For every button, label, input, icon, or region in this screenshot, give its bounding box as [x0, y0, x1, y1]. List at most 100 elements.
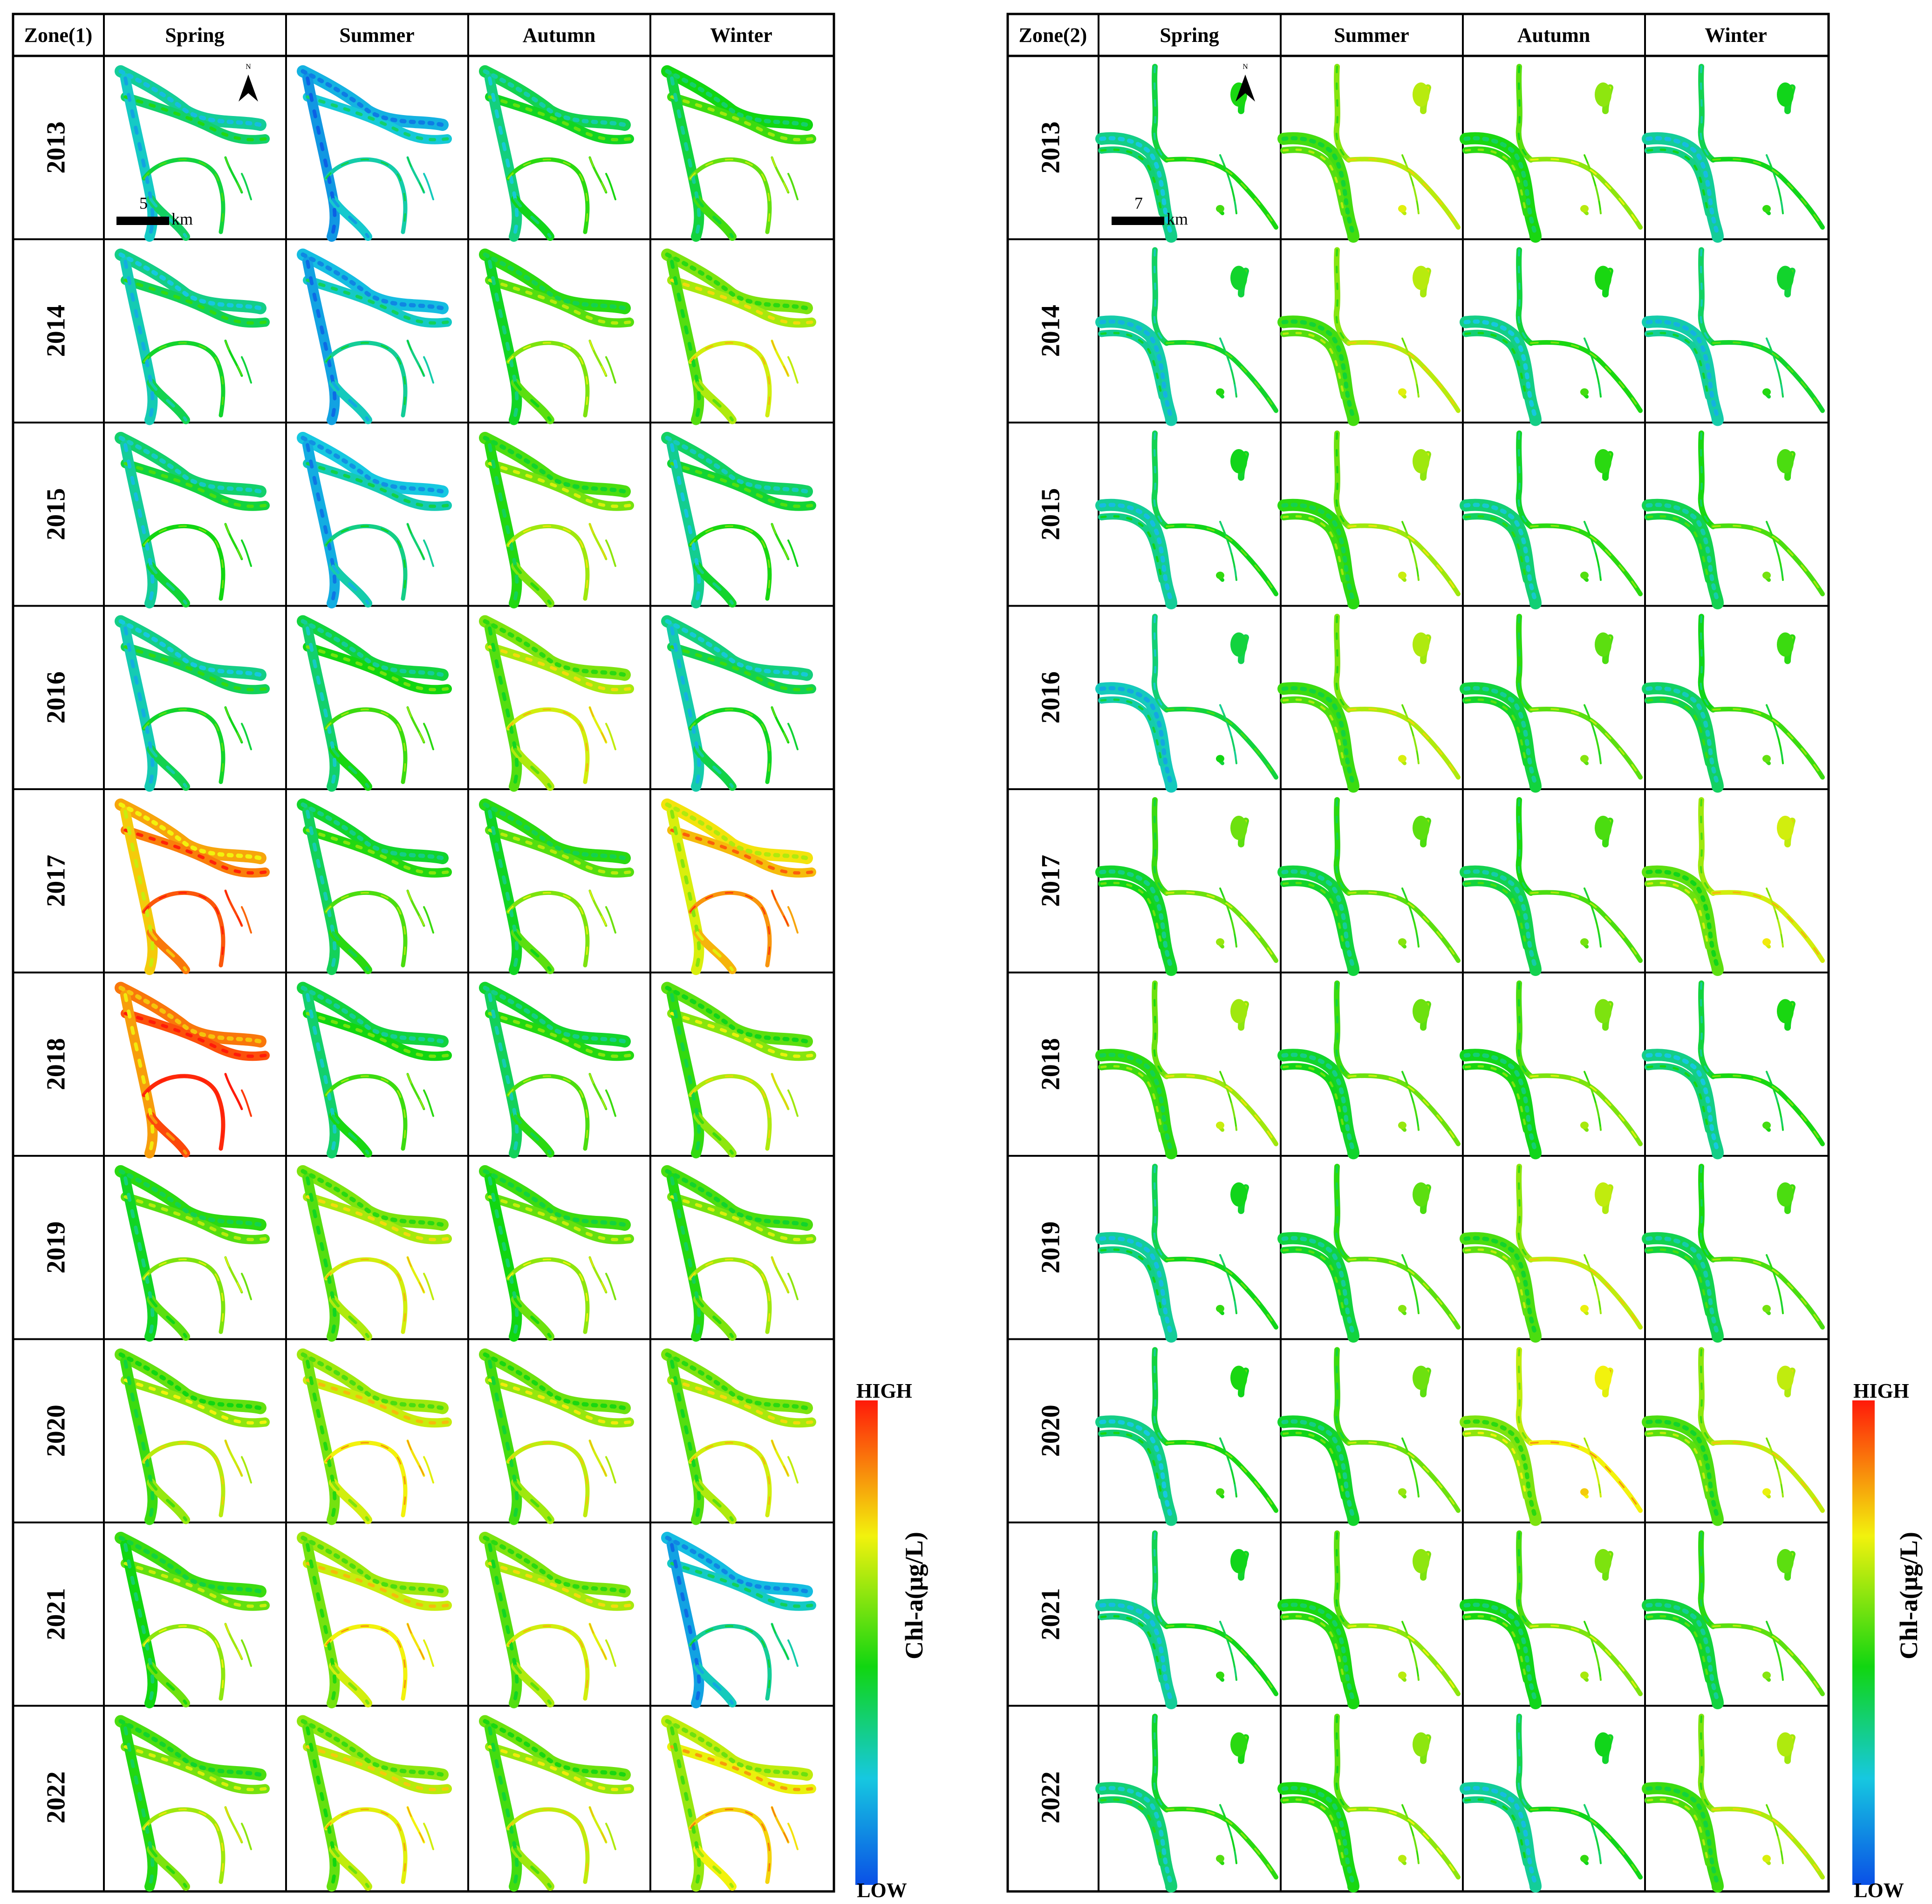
river-texture — [1517, 615, 1532, 711]
zone-1-panel: Zone(1) Spring Summer Autumn Winter 2013… — [12, 13, 835, 1893]
river-texture — [1766, 1438, 1783, 1497]
lake-patch — [1398, 388, 1406, 396]
map-tile-2016-summer — [297, 615, 452, 792]
river-texture — [118, 252, 263, 311]
map-tile-2015-autumn — [479, 432, 634, 608]
lake-patch — [1216, 205, 1224, 212]
river-texture — [1402, 888, 1419, 947]
map-tile-2020-summer — [297, 1348, 452, 1525]
map-tile-2014-autumn — [1460, 247, 1643, 426]
map-tile-2016-winter — [661, 615, 816, 792]
lake-patch — [1413, 816, 1429, 840]
river-texture — [1153, 798, 1168, 894]
river-channel — [605, 1456, 616, 1484]
lake-patch — [1216, 388, 1224, 396]
river-texture — [1153, 432, 1168, 528]
river-channel — [121, 92, 270, 144]
river-texture — [488, 443, 519, 605]
river-texture — [1712, 1808, 1823, 1878]
lake-patch — [1762, 1305, 1771, 1312]
lake-patch — [1777, 82, 1794, 107]
river-texture — [1282, 1798, 1345, 1864]
map-tile-2018-spring — [1095, 980, 1278, 1160]
river-channel — [787, 356, 799, 384]
river-channel — [667, 92, 816, 144]
river-channel — [667, 1192, 816, 1244]
river-texture — [149, 1848, 188, 1888]
river-texture — [306, 810, 337, 972]
river-texture — [589, 1807, 607, 1843]
river-texture — [1099, 136, 1174, 239]
lake-patch — [1216, 1305, 1224, 1312]
river-texture — [1282, 332, 1345, 398]
river-texture — [513, 1297, 552, 1338]
river-texture — [1517, 65, 1532, 161]
map-tile-2013-winter — [661, 65, 816, 242]
river-texture — [1348, 708, 1459, 778]
lake-patch — [1595, 1365, 1611, 1390]
map-tile-2019-winter — [661, 1165, 816, 1342]
river-texture — [665, 1352, 809, 1411]
river-channel — [303, 459, 452, 511]
river-texture — [123, 259, 155, 422]
river-texture — [1766, 888, 1783, 947]
river-channel — [423, 723, 434, 751]
map-tile-2019-autumn — [479, 1165, 634, 1342]
map-tile-2014-summer — [1277, 247, 1461, 426]
river-texture — [1402, 338, 1419, 397]
lake-patch — [1216, 1672, 1224, 1679]
river-texture — [306, 1543, 337, 1705]
map-tile-2014-spring — [115, 248, 270, 425]
map-tile-2017-autumn — [1460, 797, 1643, 976]
river-texture — [1517, 798, 1532, 894]
river-texture — [149, 564, 188, 605]
river-channel — [667, 1559, 816, 1611]
map-tile-2018-winter — [1642, 980, 1825, 1160]
river-texture — [300, 69, 445, 127]
river-texture — [306, 1726, 337, 1889]
river-texture — [1099, 1786, 1174, 1889]
river-texture — [225, 707, 242, 743]
river-texture — [123, 1726, 155, 1889]
legend-2-high-label: HIGH — [1853, 1379, 1909, 1402]
river-texture — [149, 1114, 188, 1155]
river-texture — [1335, 1349, 1350, 1444]
lake-patch — [1230, 999, 1247, 1024]
river-channel — [241, 1273, 252, 1300]
zone-1-north-arrow: N — [239, 63, 258, 102]
river-texture — [149, 1297, 188, 1338]
zone-2-header-autumn: Autumn — [1517, 24, 1591, 47]
river-texture — [1645, 1786, 1720, 1889]
river-texture — [1153, 1532, 1168, 1628]
river-texture — [143, 1625, 224, 1699]
river-channel — [241, 1639, 252, 1667]
lake-patch — [1398, 572, 1406, 579]
river-texture — [488, 1176, 519, 1338]
river-channel — [241, 1089, 252, 1117]
river-texture — [771, 1624, 789, 1659]
river-texture — [149, 931, 188, 972]
river-texture — [306, 259, 337, 422]
river-texture — [118, 1352, 263, 1411]
river-channel — [121, 459, 270, 511]
map-tile-2017-winter — [1642, 797, 1825, 976]
river-texture — [665, 802, 809, 860]
map-tile-2020-autumn — [479, 1348, 634, 1525]
river-texture — [1220, 1438, 1237, 1497]
river-texture — [483, 802, 627, 860]
river-texture — [225, 1624, 242, 1659]
river-texture — [300, 1352, 445, 1411]
year-label-2018: 2018 — [1036, 1038, 1065, 1090]
river-texture — [1348, 1075, 1459, 1145]
river-texture — [1712, 1441, 1823, 1512]
river-texture — [331, 1114, 370, 1155]
river-texture — [1712, 1258, 1823, 1328]
river-texture — [1166, 1258, 1277, 1328]
lake-patch — [1398, 1305, 1406, 1312]
river-texture — [665, 1535, 809, 1594]
river-texture — [1335, 1715, 1350, 1811]
river-texture — [306, 443, 337, 605]
river-texture — [507, 892, 588, 966]
river-texture — [1464, 148, 1528, 215]
river-texture — [483, 436, 627, 494]
